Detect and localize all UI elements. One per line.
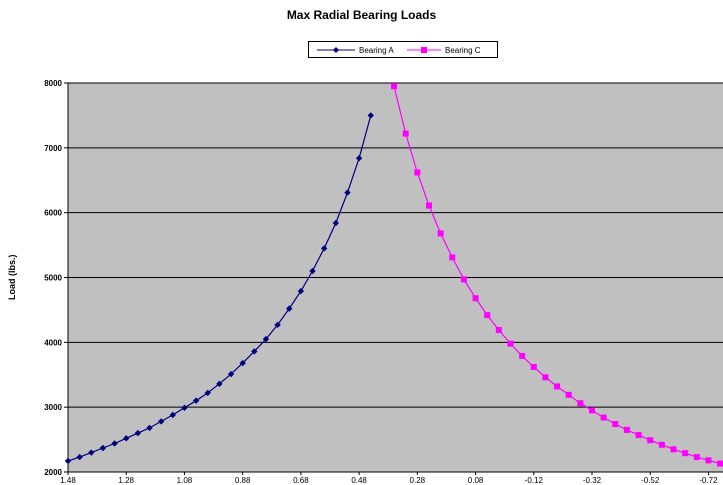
legend-marker-square-icon	[421, 47, 427, 53]
data-point	[88, 449, 95, 456]
data-point	[530, 363, 537, 370]
x-tick-label: 1.28	[118, 476, 134, 485]
data-point	[157, 418, 165, 425]
data-point	[262, 335, 270, 343]
data-point	[460, 276, 467, 283]
data-point	[658, 441, 665, 448]
data-point	[670, 446, 677, 453]
data-point	[146, 424, 153, 432]
data-point	[391, 83, 398, 90]
data-point	[99, 444, 107, 452]
data-point	[507, 340, 514, 347]
data-point	[612, 421, 619, 428]
x-tick-label: 0.68	[293, 476, 309, 485]
legend: Bearing A Bearing C	[308, 41, 498, 58]
data-point	[286, 305, 293, 312]
data-point	[134, 429, 142, 437]
x-tick-label: 0.08	[468, 476, 484, 485]
legend-entry-bearing-a: Bearing A	[317, 46, 394, 55]
y-tick-label: 6000	[44, 209, 62, 218]
data-point	[717, 460, 723, 467]
data-point	[554, 383, 561, 390]
data-point	[309, 267, 316, 275]
chart-title: Max Radial Bearing Loads	[286, 8, 437, 22]
data-point	[332, 219, 340, 227]
data-point	[693, 454, 700, 461]
data-point	[542, 374, 549, 381]
data-point	[623, 426, 630, 433]
data-point	[204, 389, 211, 397]
data-point	[705, 457, 712, 464]
data-point	[123, 435, 130, 442]
x-tick-label: -0.72	[699, 476, 718, 485]
data-point	[402, 130, 409, 137]
x-tick-label: 1.08	[177, 476, 193, 485]
y-tick-label: 3000	[44, 403, 62, 412]
data-point	[239, 359, 246, 367]
data-point	[682, 450, 689, 457]
data-point	[449, 254, 456, 261]
x-tick-label: 0.28	[410, 476, 426, 485]
data-point	[600, 414, 607, 421]
data-point	[111, 440, 118, 447]
data-point	[344, 189, 351, 196]
data-point	[64, 457, 72, 465]
data-point	[414, 169, 421, 176]
data-point	[216, 380, 223, 388]
data-point	[169, 411, 176, 419]
data-point	[181, 404, 188, 412]
data-point	[589, 407, 595, 414]
data-point	[635, 432, 642, 439]
data-point	[320, 245, 328, 252]
data-point	[192, 397, 200, 404]
data-point	[297, 287, 305, 295]
legend-label-bearing-a: Bearing A	[359, 46, 394, 55]
x-tick-label: 0.88	[235, 476, 251, 485]
data-point	[227, 370, 235, 378]
data-point	[484, 312, 491, 319]
y-tick-label: 7000	[44, 144, 62, 153]
legend-marker-diamond-icon	[333, 47, 339, 53]
y-tick-label: 2000	[44, 468, 62, 477]
x-tick-label: -0.12	[525, 476, 544, 485]
x-tick-label: -0.32	[583, 476, 602, 485]
data-point	[274, 321, 281, 329]
data-point	[565, 391, 572, 398]
legend-entry-bearing-c: Bearing C	[407, 46, 481, 55]
data-point	[519, 352, 526, 359]
legend-label-bearing-c: Bearing C	[445, 46, 481, 55]
x-tick-label: -0.52	[641, 476, 660, 485]
data-point	[472, 295, 479, 302]
data-point	[355, 155, 363, 162]
data-point	[251, 348, 258, 355]
data-point	[495, 327, 502, 334]
data-point	[367, 112, 374, 119]
data-point	[647, 437, 654, 444]
data-point	[437, 230, 444, 237]
x-tick-label: 0.48	[351, 476, 367, 485]
y-tick-label: 4000	[44, 338, 62, 347]
y-tick-label: 8000	[44, 79, 62, 88]
data-point	[425, 202, 432, 209]
x-tick-label: 1.48	[60, 476, 76, 485]
data-point	[76, 453, 83, 461]
y-tick-label: 5000	[44, 274, 62, 283]
data-point	[577, 400, 584, 407]
